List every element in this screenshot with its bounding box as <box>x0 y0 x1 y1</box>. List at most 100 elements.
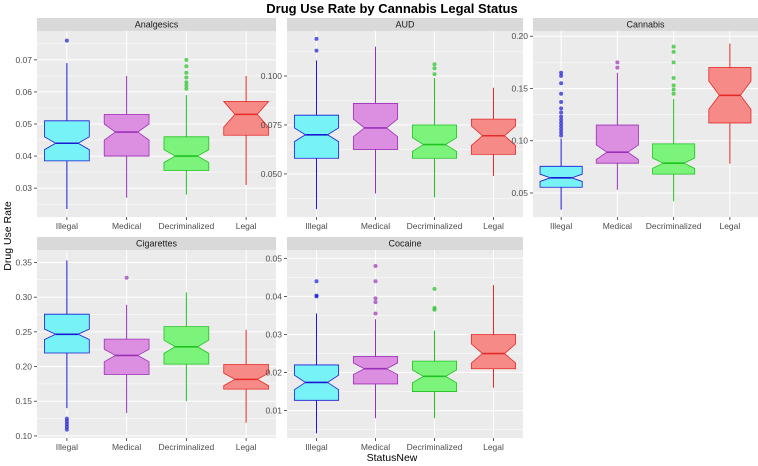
outlier-point <box>432 66 437 71</box>
box-illegal <box>293 36 340 210</box>
strip-background <box>287 18 523 31</box>
chart-title: Drug Use Rate by Cannabis Legal Status <box>266 1 517 16</box>
box-medical <box>352 263 399 419</box>
outlier-point <box>184 57 189 62</box>
y-tick-label: 0.05 <box>511 188 528 198</box>
panel-cannabis: Cannabis 0.05 0.10 0.15 0.20 Illegal Medical De… <box>511 18 758 231</box>
x-tick-label: Illegal <box>56 442 78 452</box>
x-tick-label: Legal <box>236 442 257 452</box>
x-tick-label: Medical <box>112 221 141 231</box>
outlier-point <box>559 100 564 105</box>
notched-box <box>103 338 150 375</box>
panel-cigarettes: Cigarettes 0.10 0.15 0.20 0.25 0.30 0.35 Illega… <box>15 237 276 452</box>
outlier-point <box>671 83 676 88</box>
notched-box <box>595 124 639 164</box>
strip-label: Cigarettes <box>136 239 178 249</box>
outlier-point <box>559 91 564 96</box>
outlier-point <box>184 75 189 80</box>
y-tick-label: 0.15 <box>15 396 32 406</box>
x-tick-label: Decriminalized <box>407 221 463 231</box>
x-tick-label: Decriminalized <box>159 221 215 231</box>
outlier-point <box>671 60 676 65</box>
strip-label: Cocaine <box>388 239 421 249</box>
box-decriminalized <box>163 57 210 195</box>
y-tick-label: 0.07 <box>15 55 32 65</box>
strip-background <box>533 18 758 31</box>
x-tick-label: Legal <box>483 221 504 231</box>
outlier-point <box>671 76 676 81</box>
outlier-point <box>373 263 378 268</box>
outlier-point <box>184 83 189 88</box>
y-tick-label: 0.15 <box>511 83 528 93</box>
x-tick-label: Decriminalized <box>646 221 702 231</box>
panel-background <box>533 31 758 217</box>
box-decriminalized <box>652 44 696 202</box>
strip-label: Analgesics <box>135 20 179 30</box>
outlier-point <box>373 296 378 301</box>
notched-box <box>411 124 458 159</box>
outlier-point <box>64 422 69 427</box>
y-tick-label: 0.04 <box>265 291 282 301</box>
x-tick-label: Illegal <box>305 442 327 452</box>
box-legal <box>223 329 269 423</box>
x-tick-label: Illegal <box>56 221 78 231</box>
notched-box <box>352 103 399 150</box>
box-medical <box>103 275 150 414</box>
outlier-point <box>559 120 564 125</box>
box-medical <box>595 60 639 190</box>
panel-aud: AUD 0.050 0.075 0.100 Illegal Medical Decrimin… <box>261 18 523 231</box>
outlier-point <box>671 87 676 92</box>
y-tick-label: 0.06 <box>15 87 32 97</box>
box-medical <box>103 75 150 198</box>
outlier-point <box>314 293 319 298</box>
outlier-point <box>559 81 564 86</box>
x-tick-label: Medical <box>361 221 390 231</box>
outlier-point <box>615 65 620 70</box>
y-tick-label: 0.01 <box>265 406 282 416</box>
y-tick-label: 0.03 <box>15 183 32 193</box>
box-illegal <box>539 70 583 210</box>
box-decriminalized <box>163 292 210 402</box>
outlier-point <box>559 117 564 122</box>
x-tick-label: Legal <box>719 221 740 231</box>
outlier-point <box>64 424 69 429</box>
notched-box <box>293 114 340 159</box>
x-tick-label: Illegal <box>550 221 572 231</box>
notched-box <box>652 143 696 175</box>
x-tick-label: Legal <box>483 442 504 452</box>
outlier-point <box>559 124 564 129</box>
box-medical <box>352 46 399 194</box>
outlier-point <box>559 110 564 115</box>
outlier-point <box>124 275 129 280</box>
strip-background <box>287 237 523 250</box>
y-tick-label: 0.30 <box>15 292 32 302</box>
notched-box <box>163 326 210 365</box>
box-decriminalized <box>411 62 458 198</box>
box-legal <box>470 87 517 176</box>
y-tick-label: 0.075 <box>261 120 283 130</box>
y-tick-label: 0.04 <box>15 151 32 161</box>
box-legal <box>470 285 517 388</box>
outlier-point <box>432 72 437 77</box>
box-decriminalized <box>411 286 458 419</box>
outlier-point <box>184 86 189 91</box>
notched-box <box>470 334 517 370</box>
y-tick-label: 0.02 <box>265 368 282 378</box>
x-tick-label: Decriminalized <box>407 442 463 452</box>
outlier-point <box>559 73 564 78</box>
notched-box <box>163 136 210 171</box>
outlier-point <box>184 80 189 85</box>
box-legal <box>222 75 270 185</box>
x-axis-title: StatusNew <box>367 452 418 464</box>
outlier-point <box>559 130 564 135</box>
y-tick-label: 0.03 <box>265 329 282 339</box>
y-tick-label: 0.25 <box>15 327 32 337</box>
panel-cocaine: Cocaine 0.01 0.02 0.03 0.04 0.05 Illegal Medica… <box>265 237 523 452</box>
outlier-point <box>615 60 620 65</box>
box-legal <box>708 43 752 164</box>
outlier-point <box>559 127 564 132</box>
x-tick-label: Illegal <box>305 221 327 231</box>
outlier-point <box>432 286 437 291</box>
outlier-point <box>184 64 189 69</box>
x-tick-label: Medical <box>112 442 141 452</box>
